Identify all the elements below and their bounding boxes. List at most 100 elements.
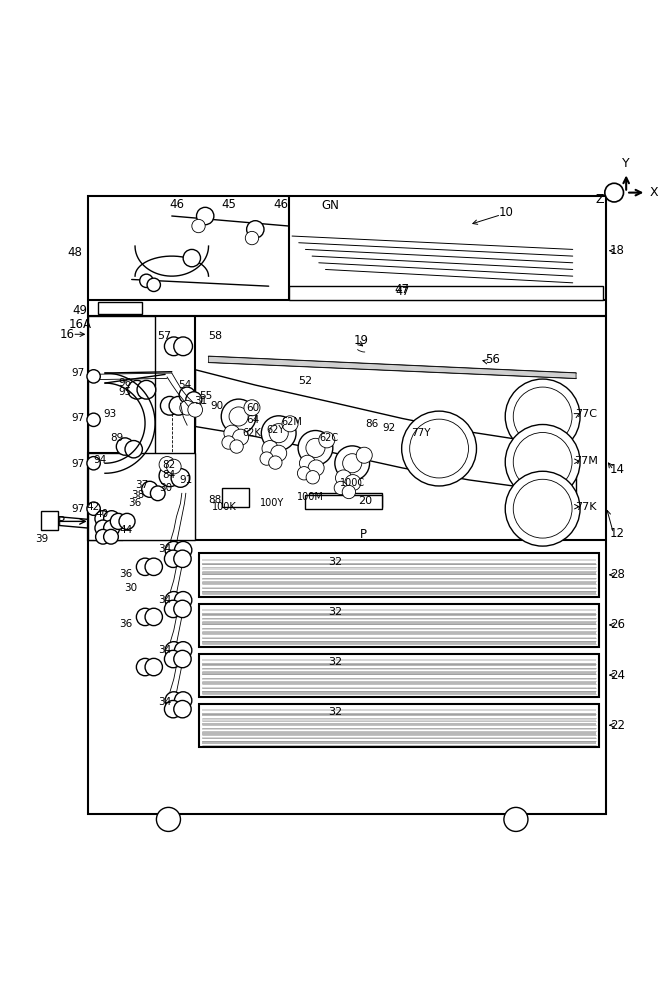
Circle shape — [306, 471, 319, 484]
Bar — [89, 453, 195, 540]
Bar — [202, 578, 596, 580]
Circle shape — [136, 608, 154, 626]
Circle shape — [262, 441, 278, 457]
Circle shape — [306, 438, 325, 457]
Circle shape — [165, 592, 183, 609]
Circle shape — [103, 511, 119, 527]
Text: 36: 36 — [119, 619, 132, 629]
Circle shape — [222, 436, 236, 449]
Text: 28: 28 — [610, 568, 625, 581]
Text: 14: 14 — [610, 463, 625, 476]
Circle shape — [260, 452, 273, 465]
Bar — [199, 704, 599, 747]
Circle shape — [402, 411, 476, 486]
Circle shape — [188, 402, 203, 417]
Text: 32: 32 — [328, 657, 343, 667]
Bar — [89, 316, 155, 460]
Circle shape — [136, 558, 154, 576]
Circle shape — [336, 470, 352, 486]
Text: 39: 39 — [35, 534, 48, 544]
Text: 62K: 62K — [243, 428, 261, 438]
Bar — [202, 641, 596, 644]
Text: 100C: 100C — [340, 478, 366, 488]
Circle shape — [159, 465, 180, 487]
Text: 93: 93 — [103, 409, 116, 419]
Circle shape — [171, 469, 190, 487]
Circle shape — [87, 370, 100, 383]
Circle shape — [119, 513, 135, 529]
Circle shape — [224, 425, 240, 441]
Circle shape — [356, 447, 372, 463]
Circle shape — [221, 399, 256, 434]
Circle shape — [174, 592, 192, 609]
Circle shape — [233, 429, 249, 445]
Text: 34: 34 — [158, 697, 171, 707]
Bar — [202, 678, 596, 680]
Bar — [202, 609, 596, 611]
Bar — [199, 654, 599, 697]
Circle shape — [505, 471, 580, 546]
Circle shape — [150, 486, 165, 501]
Bar — [202, 637, 596, 639]
Text: 56: 56 — [485, 353, 500, 366]
Text: 84: 84 — [162, 470, 175, 480]
Circle shape — [270, 445, 287, 461]
Circle shape — [116, 438, 134, 455]
Circle shape — [174, 550, 191, 567]
Text: 100K: 100K — [212, 502, 237, 512]
Circle shape — [145, 658, 162, 676]
Text: P: P — [58, 515, 65, 528]
Text: Y: Y — [623, 157, 630, 170]
Circle shape — [282, 416, 298, 432]
Circle shape — [192, 219, 205, 233]
Circle shape — [145, 608, 162, 626]
Circle shape — [103, 520, 119, 536]
Text: 96: 96 — [118, 378, 132, 388]
Circle shape — [169, 396, 188, 415]
Bar — [202, 691, 596, 694]
Bar — [305, 495, 382, 509]
Text: 88: 88 — [209, 495, 222, 505]
Text: 10: 10 — [499, 206, 513, 219]
Bar — [202, 732, 596, 735]
Text: 30: 30 — [159, 483, 172, 493]
Text: 92: 92 — [382, 423, 396, 433]
Text: 77M: 77M — [574, 456, 598, 466]
Text: 90: 90 — [210, 401, 223, 411]
Bar — [202, 663, 596, 666]
Text: 86: 86 — [366, 419, 379, 429]
Circle shape — [95, 529, 110, 544]
Text: 34: 34 — [158, 645, 171, 655]
Circle shape — [164, 600, 182, 618]
Circle shape — [319, 432, 335, 448]
Circle shape — [87, 457, 100, 470]
Circle shape — [183, 249, 201, 267]
Circle shape — [156, 807, 180, 831]
Bar — [202, 587, 596, 589]
Circle shape — [342, 485, 356, 499]
Circle shape — [164, 700, 182, 718]
Text: 77K: 77K — [575, 502, 597, 512]
Circle shape — [145, 558, 162, 576]
Text: 58: 58 — [208, 331, 222, 341]
Text: 32: 32 — [328, 707, 343, 717]
Bar — [202, 682, 596, 684]
Text: 34: 34 — [158, 544, 171, 554]
Circle shape — [513, 387, 572, 446]
Text: 97: 97 — [72, 459, 85, 469]
Polygon shape — [209, 356, 576, 378]
Circle shape — [230, 440, 244, 453]
Circle shape — [334, 481, 348, 495]
Bar — [202, 559, 596, 561]
Text: 94: 94 — [93, 455, 106, 465]
Text: 46: 46 — [169, 198, 184, 211]
Bar — [202, 568, 596, 570]
Text: 60: 60 — [246, 403, 259, 413]
Circle shape — [504, 807, 528, 831]
Circle shape — [147, 278, 160, 292]
Circle shape — [246, 231, 258, 245]
Text: Z: Z — [595, 193, 604, 206]
Bar — [309, 493, 382, 507]
Text: 38: 38 — [131, 490, 144, 500]
Bar — [202, 713, 596, 716]
